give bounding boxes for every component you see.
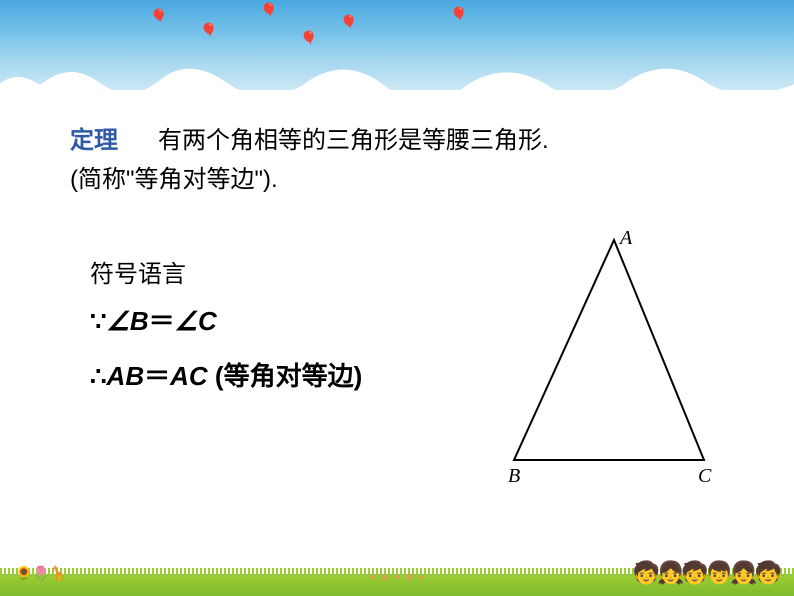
theorem-line-1: 定理 有两个角相等的三角形是等腰三角形. — [70, 120, 734, 155]
svg-text:C: C — [698, 465, 712, 487]
equals-1: ＝ — [149, 306, 175, 336]
equals-2: ＝ — [144, 361, 170, 391]
footer-decoration: 🌻🌷🦒 ✦ ❀ ✦ ❀ ✦ 🧒👧🧒👦👧🧒 — [0, 546, 794, 596]
side-AB: AB — [107, 361, 145, 391]
conclusion-reason: (等角对等边) — [208, 361, 363, 391]
angle-C: ∠C — [175, 306, 217, 336]
svg-text:B: B — [508, 465, 520, 487]
side-AC: AC — [170, 361, 208, 391]
flowers-deco: 🌻🌷🦒 — [15, 565, 67, 582]
balloon-icon: 🎈 — [300, 30, 317, 47]
theorem-label: 定理 — [70, 127, 118, 154]
therefore-symbol: ∴ — [90, 361, 107, 391]
center-deco: ✦ ❀ ✦ ❀ ✦ — [368, 571, 426, 584]
svg-text:A: A — [618, 230, 633, 249]
angle-B: ∠B — [107, 306, 149, 336]
theorem-text-1: 有两个角相等的三角形是等腰三角形. — [158, 127, 549, 154]
balloon-icon: 🎈 — [450, 6, 467, 23]
theorem-line-2: (简称"等角对等边"). — [70, 159, 734, 194]
kids-deco: 🧒👧🧒👦👧🧒 — [633, 560, 779, 586]
balloon-icon: 🎈 — [260, 2, 277, 19]
balloon-icon: 🎈 — [200, 22, 217, 39]
because-symbol: ∵ — [90, 306, 107, 336]
balloon-icon: 🎈 — [150, 8, 167, 25]
triangle-diagram: A B C — [484, 230, 734, 490]
balloon-icon: 🎈 — [340, 14, 357, 31]
